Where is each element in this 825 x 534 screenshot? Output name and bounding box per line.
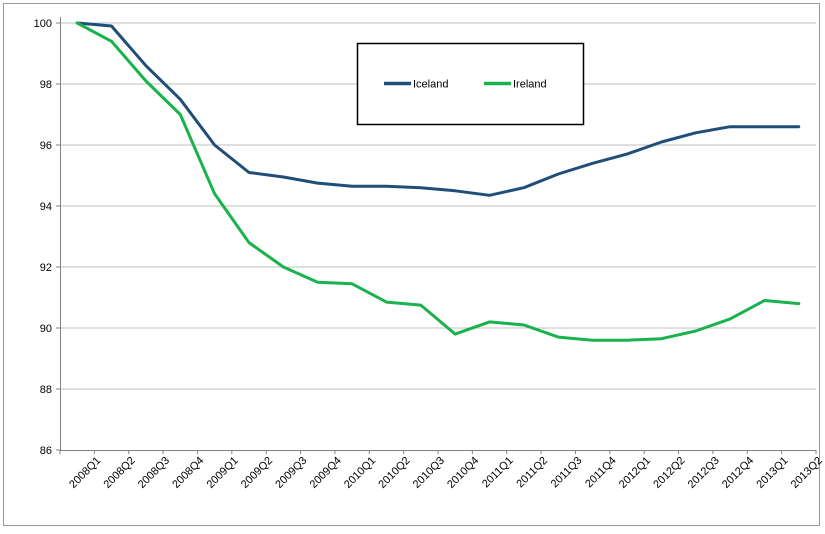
series-line-iceland (75, 21, 801, 197)
y-tick-label: 90 (40, 323, 52, 335)
x-tick-label: 2009Q1 (205, 455, 241, 491)
y-tick-label: 94 (40, 201, 52, 213)
x-tick-label: 2009Q4 (308, 455, 344, 491)
x-tick-label: 2008Q1 (67, 455, 103, 491)
axes-layer (56, 17, 817, 454)
x-tick-label: 2008Q3 (136, 455, 172, 491)
x-tick-label: 2012Q1 (617, 455, 653, 491)
x-tick-label: 2008Q2 (101, 455, 137, 491)
x-tick-label: 2011Q2 (514, 455, 550, 491)
x-tick-label: 2010Q2 (376, 455, 412, 491)
y-tick-label: 96 (40, 140, 52, 152)
x-tick-label: 2013Q1 (754, 455, 790, 491)
y-tick-label: 86 (40, 445, 52, 457)
chart-outer-border (3, 3, 820, 526)
x-tick-label: 2009Q3 (273, 455, 309, 491)
x-tick-label: 2010Q4 (445, 455, 481, 491)
legend-label-iceland: Iceland (413, 79, 448, 91)
y-tick-label: 100 (34, 18, 52, 30)
x-tick-label: 2011Q3 (549, 455, 585, 491)
y-tick-label: 88 (40, 384, 52, 396)
x-tick-label: 2011Q1 (480, 455, 516, 491)
series-line-ireland (75, 21, 801, 342)
legend: Iceland Ireland (356, 42, 585, 126)
x-tick-label: 2010Q3 (411, 455, 447, 491)
y-tick-label: 92 (40, 262, 52, 274)
series-lines-layer (75, 21, 801, 342)
x-tick-label: 2012Q3 (686, 455, 722, 491)
x-tick-label: 2012Q4 (720, 455, 756, 491)
gridlines-layer (60, 22, 816, 390)
x-tick-label: 2012Q2 (651, 455, 687, 491)
x-tick-label: 2011Q4 (583, 455, 619, 491)
legend-label-ireland: Ireland (513, 79, 547, 91)
y-tick-label: 98 (40, 79, 52, 91)
x-tick-label: 2009Q2 (239, 455, 275, 491)
x-tick-label: 2010Q1 (342, 455, 378, 491)
x-tick-label: 2008Q4 (170, 455, 206, 491)
